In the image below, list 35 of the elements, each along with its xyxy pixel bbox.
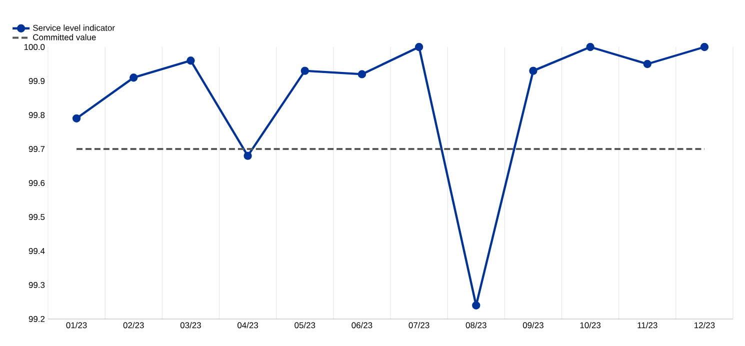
x-tick-label: 02/23	[123, 322, 144, 328]
x-tick-label: 10/23	[580, 322, 601, 328]
x-tick-label: 06/23	[352, 322, 372, 328]
x-tick-label: 08/23	[466, 322, 486, 328]
point	[300, 66, 309, 75]
point	[643, 60, 652, 68]
x-tick-label: 09/23	[522, 322, 544, 328]
x-tick-label: 05/23	[294, 322, 316, 328]
x-tick-label: 11/23	[638, 322, 658, 328]
point	[586, 42, 594, 52]
y-tick-label: 99.3	[28, 282, 45, 288]
y-tick-label: 99.7	[28, 146, 45, 152]
point	[244, 152, 252, 160]
x-tick-label: 07/23	[408, 322, 430, 328]
y-tick-label: 99.9	[28, 78, 45, 84]
x-tick-label: 03/23	[180, 322, 201, 328]
y-tick-label: 99.5	[28, 214, 45, 220]
legend-label: Service level indicator	[33, 24, 115, 31]
point	[72, 114, 81, 122]
y-tick-label: 99.4	[28, 248, 45, 254]
point	[414, 42, 424, 52]
legend-label: Committed value	[33, 34, 96, 40]
y-tick-label: 99.8	[28, 112, 45, 118]
point	[358, 70, 366, 78]
y-tick-label: 99.2	[28, 316, 45, 322]
x-tick-label: 12/23	[694, 322, 715, 328]
x-tick-label: 01/23	[66, 322, 87, 328]
y-tick-label: 100.0	[24, 44, 45, 50]
point	[700, 42, 709, 52]
x-tick-label: 04/23	[238, 322, 258, 328]
point	[472, 301, 480, 310]
point	[529, 66, 538, 75]
point	[186, 56, 195, 65]
y-tick-label: 99.6	[28, 180, 45, 186]
point	[130, 74, 138, 82]
